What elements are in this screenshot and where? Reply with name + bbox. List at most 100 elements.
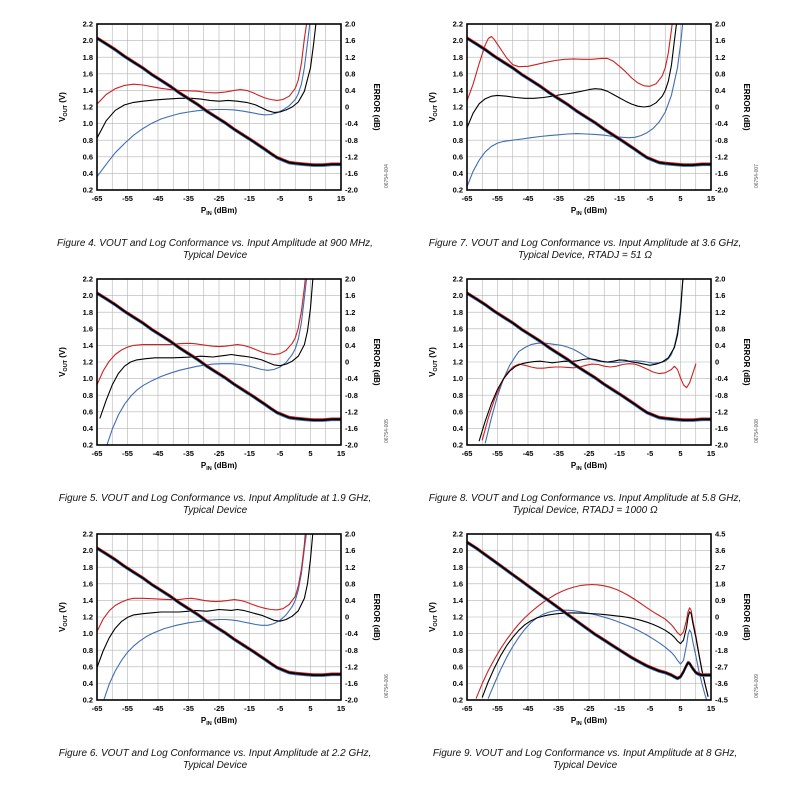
right-axis-title: ERROR (dB) (742, 338, 751, 385)
right-tick-label: 1.2 (345, 563, 355, 572)
caption-line-1: Figure 5. VOUT and Log Conformance vs. I… (58, 493, 372, 504)
right-tick-label: 0.8 (345, 69, 355, 78)
left-tick-label: 0.4 (453, 424, 464, 433)
x-tick-label: 5 (678, 449, 682, 458)
left-tick-label: 2.2 (83, 530, 93, 539)
x-tick-label: -5 (647, 449, 654, 458)
x-tick-label: -35 (553, 194, 564, 203)
right-tick-labels: 2.0 1.6 1.2 0.8 0.4 0 -0.4 -0.8 -1.2 -1.6 -2.0 (345, 530, 359, 705)
left-tick-label: 0.6 (453, 152, 463, 161)
right-tick-label: 2.0 (345, 275, 355, 284)
right-tick-label: 1.6 (345, 36, 355, 45)
left-tick-label: 0.8 (453, 136, 463, 145)
left-tick-label: 1.0 (83, 119, 93, 128)
x-tick-label: -25 (584, 449, 595, 458)
caption-line-2: Typical Device, RTADJ = 1000 Ω (512, 505, 658, 516)
right-tick-label: -0.8 (345, 646, 358, 655)
figure-code: 06754-009 (754, 674, 760, 698)
right-tick-label: -0.8 (345, 136, 358, 145)
x-axis-title: PIN (dBm) (571, 716, 608, 727)
x-tick-label: -65 (92, 194, 103, 203)
left-tick-label: 2.2 (453, 530, 463, 539)
x-axis-title: PIN (dBm) (201, 206, 238, 217)
x-tick-label: -15 (244, 194, 255, 203)
left-tick-labels: 2.2 2.0 1.8 1.6 1.4 1.2 1.0 0.8 0.6 0.4 0.2 (83, 530, 94, 705)
right-axis-title: ERROR (dB) (372, 83, 381, 130)
series-error-black (467, 24, 678, 129)
right-tick-label: 0 (715, 613, 719, 622)
right-tick-label: 1.6 (715, 36, 725, 45)
right-tick-label: -2.0 (345, 696, 358, 705)
left-tick-label: 1.2 (453, 103, 463, 112)
left-tick-label: 1.0 (83, 374, 93, 383)
right-tick-label: 1.6 (715, 291, 725, 300)
series-vout (97, 36, 341, 167)
x-tick-label: -55 (122, 194, 133, 203)
left-tick-label: 2.0 (453, 36, 463, 45)
x-tick-label: 5 (678, 194, 682, 203)
x-tick-labels: -65 -55 -45 -35 -25 -15 -5 5 15 (462, 194, 716, 203)
left-tick-label: 1.4 (83, 596, 94, 605)
left-tick-label: 1.8 (453, 563, 463, 572)
left-tick-label: 1.4 (453, 341, 464, 350)
left-tick-label: 0.4 (83, 679, 94, 688)
x-tick-label: -65 (462, 449, 473, 458)
figure-4: -65 -55 -45 -35 -25 -15 -5 5 15 2.2 2.0 1.8 1.6 1.4 1.… (32, 14, 398, 262)
right-tick-label: 1.6 (345, 546, 355, 555)
figure-5-plot: -65 -55 -45 -35 -25 -15 -5 5 152.22.01.81.61.41.… (58, 275, 390, 472)
series-vout (467, 36, 711, 167)
x-tick-label: -5 (647, 704, 654, 713)
x-tick-label: -15 (244, 449, 255, 458)
series-error-red (475, 583, 709, 699)
series-error-red (97, 534, 306, 633)
right-tick-label: 0.4 (345, 596, 356, 605)
figure-7-caption: Figure 7. VOUT and Log Conformance vs. I… (429, 238, 742, 262)
right-tick-label: -0.4 (715, 374, 729, 383)
grid-lines (467, 24, 711, 190)
left-tick-label: 0.8 (453, 391, 463, 400)
x-tick-label: -5 (277, 704, 284, 713)
right-tick-label: -1.6 (345, 424, 358, 433)
figure-code: 06754-008 (754, 419, 760, 443)
grid-lines (467, 279, 711, 445)
left-axis-title: VOUT (V) (428, 602, 439, 632)
x-tick-label: -55 (492, 194, 503, 203)
x-tick-label: -35 (183, 704, 194, 713)
left-tick-label: 2.2 (453, 20, 463, 29)
right-tick-label: 0.4 (715, 341, 726, 350)
left-tick-labels: 2.2 2.0 1.8 1.6 1.4 1.2 1.0 0.8 0.6 0.4 0.2 (83, 275, 94, 450)
x-tick-label: -5 (277, 449, 284, 458)
left-tick-label: 1.2 (83, 358, 93, 367)
series-error-blue-curve (97, 24, 311, 178)
x-tick-labels: -65 -55 -45 -35 -25 -15 -5 5 15 (92, 194, 346, 203)
series-error-black (478, 279, 684, 442)
right-tick-label: 0.8 (715, 324, 725, 333)
right-tick-label: 0.8 (715, 69, 725, 78)
x-tick-label: 15 (337, 449, 345, 458)
left-tick-label: 0.2 (453, 696, 463, 705)
left-tick-label: 1.0 (453, 119, 463, 128)
right-tick-label: -0.4 (345, 374, 359, 383)
left-tick-label: 2.2 (453, 275, 463, 284)
left-tick-label: 0.2 (453, 186, 463, 195)
right-tick-label: 1.2 (715, 308, 725, 317)
x-tick-label: -25 (214, 704, 225, 713)
x-tick-label: 5 (678, 704, 682, 713)
right-tick-label: -1.2 (715, 407, 728, 416)
left-axis-title: VOUT (V) (58, 347, 69, 377)
left-tick-label: 0.2 (453, 441, 463, 450)
series-error-red-curve (97, 24, 308, 105)
left-tick-labels: 2.2 2.0 1.8 1.6 1.4 1.2 1.0 0.8 0.6 0.4 0.2 (83, 20, 94, 195)
figure-5-caption: Figure 5. VOUT and Log Conformance vs. I… (59, 493, 372, 517)
plot-border (466, 278, 712, 446)
series-error-black (97, 534, 314, 669)
left-tick-label: 1.2 (83, 613, 93, 622)
right-tick-label: -0.8 (345, 391, 358, 400)
left-tick-label: 2.0 (83, 291, 93, 300)
caption-line-2: Typical Device (182, 760, 248, 771)
caption-line-1: Figure 9. VOUT and Log Conformance vs. I… (432, 748, 738, 759)
left-tick-label: 0.2 (83, 186, 93, 195)
series-error-black (97, 24, 317, 139)
right-tick-labels: 2.0 1.6 1.2 0.8 0.4 0 -0.4 -0.8 -1.2 -1.6 -2.0 (345, 20, 359, 195)
right-tick-label: 1.8 (715, 579, 725, 588)
